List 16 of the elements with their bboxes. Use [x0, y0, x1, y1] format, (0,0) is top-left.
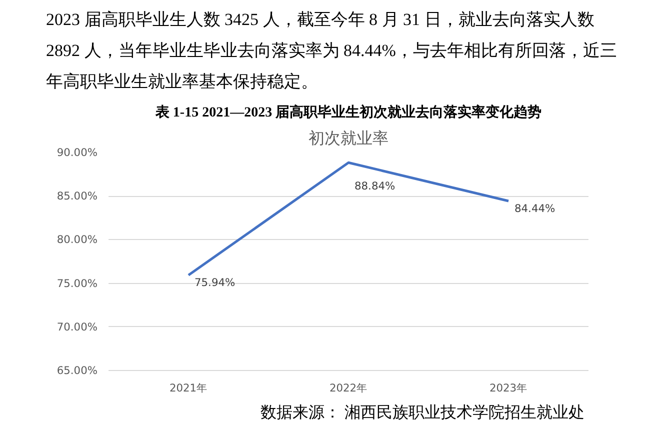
- y-tick-label: 65.00%: [56, 364, 98, 377]
- y-tick-label: 75.00%: [56, 276, 98, 290]
- text: 2023 届高职毕业生人数 3425 人，截至今年 8 月 31 日，就业去向落实人数 2892 人，当年毕业生毕业去向落实率为 84.44%，与去年相比有所回落，近三年高职毕业生就业率基本保持稳定。: [46, 9, 618, 93]
- y-tick-label: 70.00%: [56, 320, 98, 334]
- y-tick-label: 90.00%: [56, 146, 98, 159]
- y-tick-label: 85.00%: [56, 190, 98, 203]
- chart-title: 表 1-15 2021—2023 届高职毕业生初次就业去向落实率变化趋势: [154, 104, 542, 120]
- source-note: 数据来源： 湘西民族职业技术学院招生就业处: [260, 404, 584, 422]
- data-label: 75.94%: [194, 276, 236, 290]
- x-tick-label: 2023年: [489, 382, 528, 394]
- x-tick-label: 2022年: [329, 382, 368, 394]
- chart-subtitle: 初次就业率: [308, 130, 388, 148]
- x-tick-label: 2021年: [169, 382, 208, 394]
- y-tick-label: 80.00%: [56, 233, 98, 246]
- data-label: 88.84%: [354, 180, 396, 193]
- data-label: 84.44%: [514, 202, 556, 215]
